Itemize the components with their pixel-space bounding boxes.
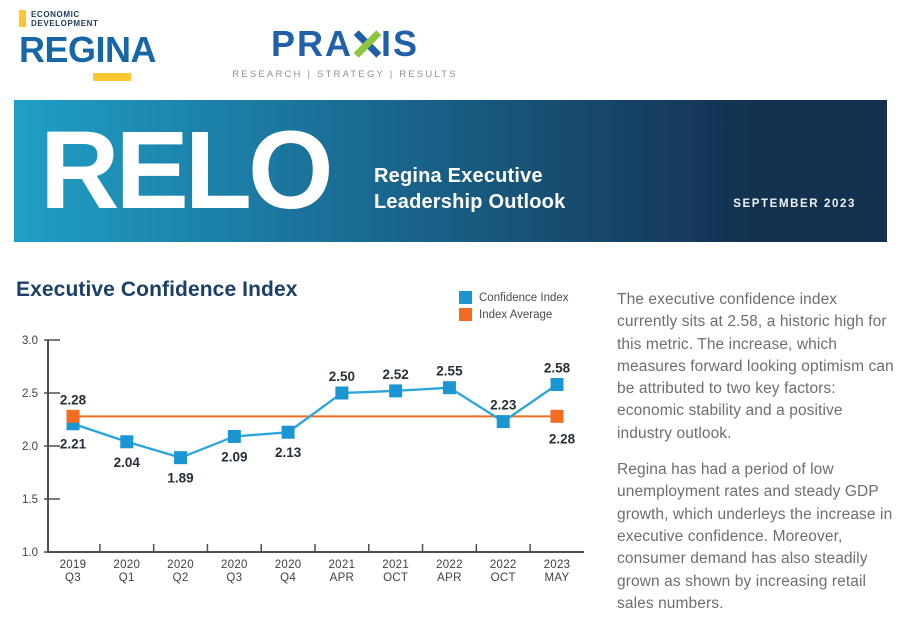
svg-text:2.13: 2.13 — [275, 445, 302, 460]
svg-text:Q2: Q2 — [173, 572, 189, 584]
svg-text:2020: 2020 — [221, 559, 248, 571]
svg-text:OCT: OCT — [383, 572, 408, 584]
praxis-wordmark: PRA IS — [232, 26, 458, 62]
svg-text:2.04: 2.04 — [114, 455, 141, 470]
svg-text:2022: 2022 — [490, 559, 517, 571]
svg-text:Q1: Q1 — [119, 572, 135, 584]
svg-text:2020: 2020 — [167, 559, 194, 571]
regina-logo-underline — [93, 73, 131, 81]
praxis-wordmark-right: IS — [381, 23, 420, 64]
legend-item: Index Average — [459, 308, 569, 321]
chart-section-title: Executive Confidence Index — [16, 278, 298, 301]
legend-label: Index Average — [479, 308, 553, 321]
svg-text:2.23: 2.23 — [490, 398, 517, 413]
svg-text:OCT: OCT — [491, 572, 516, 584]
svg-text:2.58: 2.58 — [544, 361, 571, 376]
svg-text:APR: APR — [437, 572, 462, 584]
chart-legend: Confidence Index Index Average — [459, 291, 569, 321]
economic-development-regina-logo: ECONOMIC DEVELOPMENT REGINA — [19, 10, 157, 81]
banner-title: Regina Executive Leadership Outlook — [374, 163, 565, 215]
regina-logo-tagline: ECONOMIC DEVELOPMENT — [19, 10, 156, 28]
praxis-wordmark-left: PRA — [270, 23, 353, 64]
svg-text:1.89: 1.89 — [167, 471, 193, 486]
praxis-x-icon — [353, 30, 382, 58]
regina-wordmark: REGINA — [19, 29, 157, 70]
svg-text:2023: 2023 — [544, 559, 571, 571]
svg-text:2.0: 2.0 — [22, 441, 38, 453]
banner-date: SEPTEMBER 2023 — [733, 198, 856, 210]
praxis-logo: PRA IS RESEARCH | STRATEGY | RESULTS — [232, 26, 458, 81]
svg-text:2019: 2019 — [60, 559, 87, 571]
commentary-paragraph: The executive confidence index currently… — [617, 291, 894, 442]
banner-title-line2: Leadership Outlook — [374, 191, 566, 213]
legend-label: Confidence Index — [479, 291, 569, 304]
svg-text:1.0: 1.0 — [22, 547, 38, 559]
relo-acronym: RELO — [40, 109, 334, 232]
svg-text:2022: 2022 — [436, 559, 463, 571]
svg-text:2.5: 2.5 — [22, 388, 38, 400]
banner-title-line1: Regina Executive — [374, 165, 543, 187]
relo-banner: RELO Regina Executive Leadership Outlook… — [14, 100, 887, 242]
svg-text:2.50: 2.50 — [329, 369, 355, 384]
legend-swatch-icon — [459, 308, 472, 321]
svg-text:2.09: 2.09 — [221, 449, 247, 464]
svg-text:2021: 2021 — [328, 559, 355, 571]
svg-text:2.21: 2.21 — [60, 437, 87, 452]
commentary-paragraph: Regina has had a period of low unemploym… — [617, 461, 893, 612]
svg-text:2020: 2020 — [275, 559, 302, 571]
svg-text:MAY: MAY — [545, 572, 570, 584]
svg-text:2020: 2020 — [113, 559, 140, 571]
svg-text:Q3: Q3 — [226, 572, 242, 584]
svg-text:1.5: 1.5 — [22, 494, 38, 506]
svg-text:2.52: 2.52 — [383, 367, 409, 382]
legend-item: Confidence Index — [459, 291, 569, 304]
svg-text:2.55: 2.55 — [436, 364, 463, 379]
svg-text:APR: APR — [330, 572, 355, 584]
confidence-index-chart: 3.02.52.01.51.02019Q32020Q12020Q22020Q32… — [22, 335, 584, 584]
svg-text:Q3: Q3 — [65, 572, 81, 584]
regina-tagline-line2: DEVELOPMENT — [31, 18, 99, 28]
regina-logo-yellow-bar-icon — [19, 10, 26, 27]
svg-text:2.28: 2.28 — [60, 392, 87, 407]
praxis-tagline: RESEARCH | STRATEGY | RESULTS — [232, 69, 458, 80]
svg-text:Q4: Q4 — [280, 572, 296, 584]
svg-text:2.28: 2.28 — [549, 431, 576, 446]
commentary-text: The executive confidence index currently… — [617, 289, 894, 629]
svg-text:2021: 2021 — [382, 559, 409, 571]
regina-tagline-line1: ECONOMIC — [31, 10, 80, 19]
svg-text:3.0: 3.0 — [22, 335, 38, 347]
legend-swatch-icon — [459, 291, 472, 304]
